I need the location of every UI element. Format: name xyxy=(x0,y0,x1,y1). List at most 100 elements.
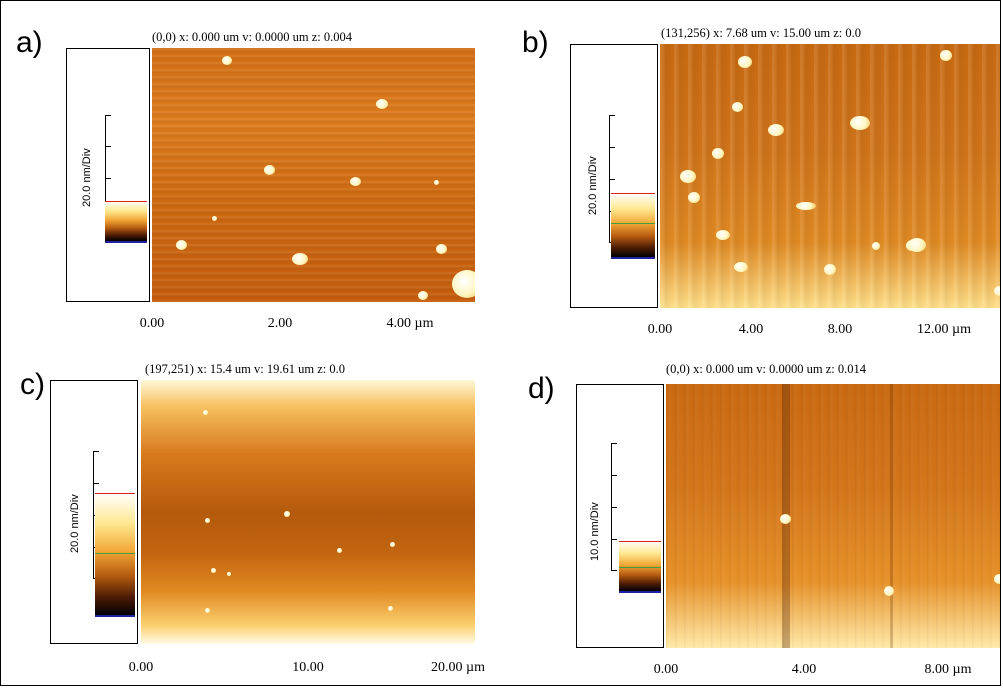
height-scale-box: 20.0 nm/Div xyxy=(570,44,658,308)
scale-tick xyxy=(611,443,617,444)
x-tick-label: 4.00 xyxy=(791,662,817,677)
surface-particle xyxy=(712,148,724,159)
colorbar-marker xyxy=(619,541,661,542)
surface-particle xyxy=(436,244,447,254)
height-colorbar xyxy=(619,541,661,593)
scan-streak xyxy=(890,384,893,648)
panel-label: d) xyxy=(528,372,555,405)
panel-label: a) xyxy=(16,26,43,59)
cursor-readout: (131,256) x: 7.68 um v: 15.00 um z: 0.0 xyxy=(661,26,861,40)
scale-tick xyxy=(609,179,615,180)
x-tick-label: 2.00 xyxy=(267,316,293,331)
surface-particle xyxy=(734,262,748,272)
colorbar-marker xyxy=(611,193,655,194)
surface-particle xyxy=(434,180,439,185)
surface-particle xyxy=(688,192,700,203)
cursor-readout: (0,0) x: 0.000 um v: 0.0000 um z: 0.014 xyxy=(666,362,866,376)
scale-tick xyxy=(609,115,615,116)
scale-ruler xyxy=(609,115,615,243)
x-tick-label: 0.00 xyxy=(139,316,165,331)
height-colorbar xyxy=(611,193,655,259)
surface-particle xyxy=(884,586,894,596)
surface-particle xyxy=(388,606,393,611)
surface-particle xyxy=(994,286,1000,296)
scale-tick xyxy=(611,570,617,571)
surface-particle xyxy=(176,240,187,250)
surface-particle xyxy=(292,253,308,265)
scale-tick xyxy=(93,451,99,452)
height-colorbar xyxy=(105,201,147,243)
surface-particle xyxy=(390,542,395,547)
surface-particle xyxy=(264,165,275,175)
scale-tick xyxy=(105,146,111,147)
colorbar-marker xyxy=(619,591,661,593)
panel-d: d) (0,0) x: 0.000 um v: 0.0000 um z: 0.0… xyxy=(500,350,1000,680)
surface-particle xyxy=(994,574,1000,584)
panel-b: b) (131,256) x: 7.68 um v: 15.00 um z: 0… xyxy=(500,0,1000,337)
surface-particle xyxy=(212,216,217,221)
height-scale-box: 20.0 nm/Div xyxy=(50,380,138,644)
panel-label: c) xyxy=(20,368,45,401)
panel-label: b) xyxy=(522,26,549,59)
x-tick-label: 8.00 µm xyxy=(924,662,972,677)
colorbar-marker xyxy=(95,493,135,494)
x-tick-label: 0.00 xyxy=(653,662,679,677)
colorbar-marker xyxy=(95,615,135,617)
panel-a: a) (0,0) x: 0.000 um v: 0.0000 um z: 0.0… xyxy=(0,0,490,331)
height-scale-box: 10.0 nm/Div xyxy=(576,384,664,648)
surface-particle xyxy=(872,242,880,250)
surface-particle xyxy=(824,264,836,275)
scale-label: 20.0 nm/Div xyxy=(81,148,93,207)
x-tick-label: 0.00 xyxy=(647,322,673,337)
colorbar-marker xyxy=(611,257,655,259)
surface-particle xyxy=(732,102,743,112)
surface-particle xyxy=(211,568,216,573)
surface-particle xyxy=(205,608,210,613)
surface-particle xyxy=(796,202,816,210)
surface-particle xyxy=(418,291,428,300)
scale-label: 20.0 nm/Div xyxy=(587,156,599,215)
surface-particle xyxy=(780,514,791,524)
surface-particle xyxy=(337,548,342,553)
scale-tick xyxy=(93,483,99,484)
colorbar-marker xyxy=(619,567,661,568)
cursor-readout: (197,251) x: 15.4 um v: 19.61 um z: 0.0 xyxy=(145,362,345,376)
surface-particle xyxy=(203,410,208,415)
afm-scan-image xyxy=(660,44,1000,308)
panel-c: c) (197,251) x: 15.4 um v: 19.61 um z: 0… xyxy=(0,350,490,680)
surface-particle xyxy=(376,99,388,109)
surface-particle xyxy=(738,56,752,68)
height-scale-box: 20.0 nm/Div xyxy=(66,48,150,302)
height-colorbar xyxy=(95,493,135,617)
surface-particle xyxy=(680,170,696,183)
scale-tick xyxy=(105,178,111,179)
scale-tick xyxy=(609,147,615,148)
surface-particle xyxy=(908,238,926,252)
colorbar-marker xyxy=(105,241,147,243)
surface-particle xyxy=(850,116,870,130)
scale-tick xyxy=(611,475,617,476)
scale-label: 20.0 nm/Div xyxy=(69,494,81,553)
x-tick-label: 4.00 xyxy=(738,322,764,337)
cursor-readout: (0,0) x: 0.000 um v: 0.0000 um z: 0.004 xyxy=(152,30,352,44)
scale-ruler xyxy=(611,443,617,571)
x-tick-label: 8.00 xyxy=(827,322,853,337)
x-tick-label: 12.00 µm xyxy=(917,322,971,337)
surface-particle xyxy=(940,50,952,61)
x-tick-label: 20.00 µm xyxy=(431,660,485,675)
surface-particle xyxy=(284,511,290,517)
surface-particle xyxy=(768,124,784,136)
colorbar-marker xyxy=(105,201,147,202)
scale-tick xyxy=(105,115,111,116)
surface-particle xyxy=(227,572,231,576)
surface-particle xyxy=(452,270,475,298)
afm-scan-image xyxy=(141,380,475,644)
colorbar-marker xyxy=(95,553,135,554)
surface-particle xyxy=(350,177,361,186)
afm-scan-image xyxy=(666,384,1000,648)
surface-particle xyxy=(716,230,730,240)
colorbar-marker xyxy=(611,223,655,224)
scale-tick xyxy=(611,539,617,540)
x-tick-label: 0.00 xyxy=(128,660,154,675)
